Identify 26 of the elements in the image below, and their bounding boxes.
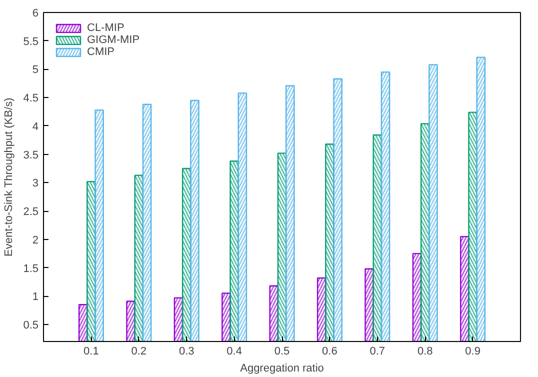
legend-label: CL-MIP — [87, 22, 124, 34]
legend-label: GIGM-MIP — [87, 34, 140, 46]
x-tick-label: 0.3 — [178, 346, 194, 358]
x-tick-label: 0.4 — [226, 346, 242, 358]
y-tick-label: 4 — [32, 120, 39, 133]
y-tick-label: 4.5 — [23, 92, 39, 105]
y-tick-label: 6 — [32, 8, 39, 20]
y-tick-label: 1 — [32, 291, 39, 304]
y-tick-label: 2 — [32, 234, 39, 246]
x-tick-label: 0.8 — [417, 346, 433, 358]
y-tick-label: 3.5 — [23, 149, 39, 162]
y-tick-label: 5 — [32, 64, 39, 76]
x-tick-label: 0.2 — [131, 346, 147, 358]
y-tick-label: 1.5 — [23, 262, 39, 275]
x-tick-label: 0.1 — [84, 346, 99, 358]
y-tick-label: 5.5 — [23, 36, 39, 48]
legend-label: CMIP — [87, 46, 114, 58]
x-tick-label: 0.7 — [370, 346, 386, 358]
x-tick-label: 0.9 — [465, 346, 480, 358]
y-tick-label: 0.5 — [23, 319, 39, 332]
y-tick-label: 3 — [32, 178, 39, 190]
x-tick-label: 0.6 — [322, 346, 338, 358]
y-axis-title: Event-to-Sink Throughput (KB/s) — [3, 98, 16, 256]
x-tick-label: 0.5 — [274, 346, 290, 358]
x-axis-title: Aggregation ratio — [240, 362, 324, 374]
y-tick-label: 2.5 — [23, 206, 39, 218]
